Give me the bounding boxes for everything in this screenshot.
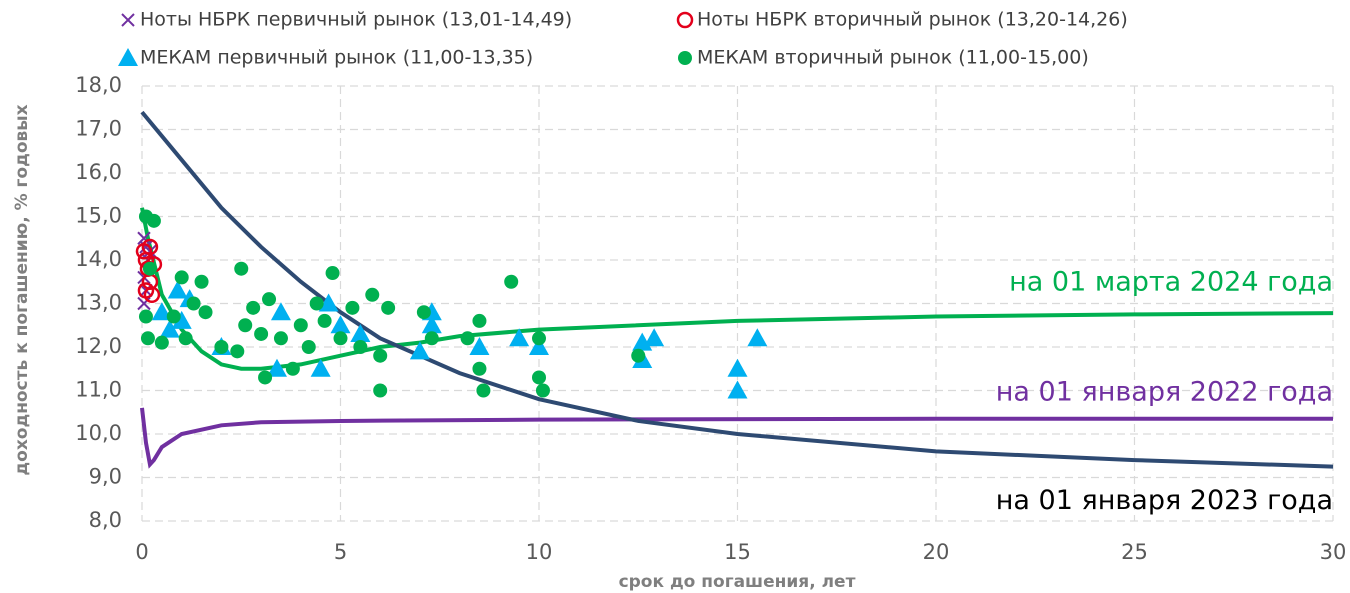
point — [644, 328, 665, 347]
point — [246, 300, 261, 315]
point — [416, 305, 431, 320]
point — [285, 361, 300, 376]
x-tick-label: 10 — [526, 540, 553, 564]
point — [424, 331, 439, 346]
x-tick-label: 5 — [334, 540, 347, 564]
point — [141, 238, 159, 256]
point — [472, 361, 487, 376]
point — [166, 309, 181, 324]
point — [509, 328, 530, 347]
point — [727, 380, 748, 399]
point — [143, 286, 161, 304]
legend-marker — [678, 51, 692, 65]
point — [631, 348, 646, 363]
point — [167, 280, 188, 299]
legend-marker — [676, 11, 694, 29]
point — [345, 300, 360, 315]
x-tick-label: 20 — [923, 540, 950, 564]
point — [138, 309, 153, 324]
point — [262, 292, 277, 307]
point — [330, 315, 351, 334]
point — [365, 287, 380, 302]
x-tick-label: 30 — [1320, 540, 1347, 564]
point — [333, 331, 348, 346]
point — [234, 261, 249, 276]
point — [532, 331, 546, 346]
point — [186, 296, 201, 311]
point — [142, 261, 157, 276]
legend-marker — [118, 48, 138, 66]
point — [198, 305, 213, 320]
point — [301, 340, 316, 354]
point — [171, 310, 192, 329]
y-tick-label: 12,0 — [75, 334, 122, 358]
point — [258, 370, 273, 385]
legend-label: МЕКАМ первичный рынок (11,00-13,35) — [140, 47, 533, 69]
point — [350, 323, 371, 342]
point — [460, 331, 475, 346]
x-axis-title: срок до погашения, лет — [619, 572, 856, 592]
point — [273, 331, 288, 346]
point — [266, 358, 287, 377]
legend-label: Ноты НБРК первичный рынок (13,01-14,49) — [140, 9, 572, 31]
point — [472, 313, 487, 328]
y-tick-label: 15,0 — [75, 204, 122, 228]
point — [194, 274, 209, 289]
point — [317, 313, 332, 328]
point — [747, 328, 768, 347]
legend-label: Ноты НБРК вторичный рынок (13,20-14,26) — [697, 9, 1128, 31]
point — [238, 318, 253, 333]
point — [469, 337, 490, 355]
x-tick-label: 25 — [1121, 540, 1148, 564]
point — [310, 358, 331, 377]
y-tick-label: 16,0 — [75, 160, 122, 184]
point — [353, 340, 368, 354]
point — [532, 370, 546, 385]
y-tick-label: 8,0 — [89, 508, 122, 532]
y-tick-label: 18,0 — [75, 73, 122, 97]
point — [318, 293, 339, 312]
line — [140, 407, 1333, 469]
point — [476, 383, 491, 398]
point — [270, 302, 291, 321]
point — [178, 331, 193, 346]
y-tick-label: 17,0 — [75, 117, 122, 141]
point — [214, 340, 229, 354]
curve-label: на 01 января 2022 года — [996, 376, 1333, 407]
y-axis-title: доходность к погашению, % годовых — [12, 104, 32, 475]
y-tick-label: 10,0 — [75, 421, 122, 445]
point — [254, 326, 269, 341]
point — [293, 318, 308, 333]
point — [409, 341, 430, 360]
y-tick-label: 14,0 — [75, 247, 122, 271]
curve-label: на 01 марта 2024 года — [1009, 267, 1333, 298]
y-tick-label: 9,0 — [89, 465, 122, 489]
legend-marker — [121, 13, 135, 27]
x-tick-label: 0 — [135, 540, 148, 564]
point — [535, 383, 550, 398]
point — [529, 337, 549, 355]
point — [309, 296, 324, 311]
point — [381, 300, 396, 315]
point — [154, 335, 169, 350]
y-tick-label: 11,0 — [75, 378, 122, 402]
point — [325, 266, 340, 281]
legend-label: МЕКАМ вторичный рынок (11,00-15,00) — [697, 47, 1089, 69]
point — [140, 331, 155, 346]
point — [146, 213, 161, 228]
point — [727, 358, 748, 377]
point — [373, 348, 388, 363]
point — [421, 315, 442, 334]
point — [159, 319, 180, 338]
curve-label: на 01 января 2023 года — [996, 485, 1333, 516]
point — [230, 344, 245, 359]
y-tick-label: 13,0 — [75, 291, 122, 315]
x-tick-label: 15 — [724, 540, 751, 564]
point — [504, 274, 519, 289]
point — [174, 270, 189, 285]
point — [373, 383, 388, 398]
